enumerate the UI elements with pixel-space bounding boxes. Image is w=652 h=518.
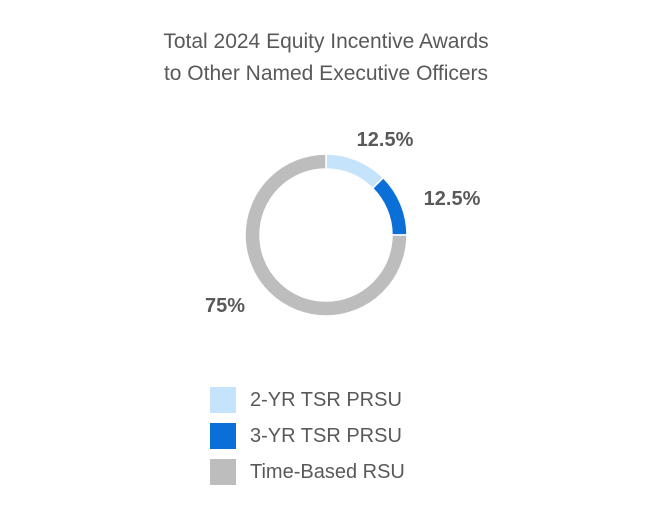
slice-2-yr-tsr-prsu [325, 153, 385, 190]
legend-swatch-2yr-tsr-prsu [210, 387, 236, 413]
chart-legend: 2-YR TSR PRSU 3-YR TSR PRSU Time-Based R… [210, 382, 405, 490]
legend-item-2yr-tsr-prsu: 2-YR TSR PRSU [210, 382, 405, 418]
chart-title: Total 2024 Equity Incentive Awards to Ot… [0, 26, 652, 90]
slice-time-based-rsu [244, 153, 408, 317]
chart-title-line-2: to Other Named Executive Officers [163, 62, 489, 85]
legend-label-3yr-tsr-prsu: 3-YR TSR PRSU [250, 424, 402, 447]
legend-swatch-time-based-rsu [210, 459, 236, 485]
legend-label-time-based-rsu: Time-Based RSU [250, 460, 405, 483]
legend-label-2yr-tsr-prsu: 2-YR TSR PRSU [250, 388, 402, 411]
slice-3-yr-tsr-prsu [371, 176, 408, 236]
legend-swatch-3yr-tsr-prsu [210, 423, 236, 449]
legend-item-3yr-tsr-prsu: 3-YR TSR PRSU [210, 418, 405, 454]
legend-item-time-based-rsu: Time-Based RSU [210, 454, 405, 490]
data-label-time-based-rsu: 75% [205, 295, 245, 317]
chart-title-line-1: Total 2024 Equity Incentive Awards [163, 30, 489, 53]
data-label-2-yr-tsr-prsu: 12.5% [357, 129, 414, 151]
data-label-3-yr-tsr-prsu: 12.5% [424, 188, 481, 210]
